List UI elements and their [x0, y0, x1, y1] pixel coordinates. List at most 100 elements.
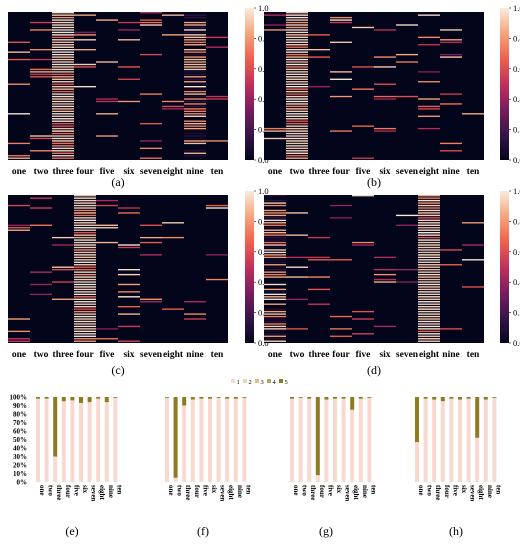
heatmap-column — [8, 41, 30, 159]
heatmap-cell — [286, 26, 308, 29]
heatmap-cell — [8, 113, 30, 115]
heatmap-cell — [52, 68, 74, 71]
heatmap-cell — [74, 217, 96, 219]
heatmap-cell — [286, 31, 308, 34]
heatmap-column — [140, 12, 162, 159]
x-tick-label: five — [72, 485, 80, 496]
heatmap-cell — [184, 135, 206, 137]
heatmap-cell — [374, 269, 396, 271]
heatmap-x-tick-label: eight — [419, 167, 440, 177]
heatmap-cell — [286, 76, 308, 78]
heatmap-cell — [264, 291, 286, 293]
heatmap-cell — [74, 244, 96, 246]
heatmap-column — [440, 29, 462, 152]
heatmap-cell — [162, 108, 184, 110]
heatmap-cell — [286, 115, 308, 117]
heatmap-cell — [96, 241, 118, 244]
legend-label: 4 — [273, 379, 277, 386]
heatmap-cell — [264, 212, 286, 214]
bar-segment-5 — [458, 397, 462, 400]
heatmap-cell — [264, 137, 286, 140]
heatmap-cell — [52, 58, 74, 61]
heatmap-cell — [140, 21, 162, 24]
heatmap-cell — [8, 157, 30, 159]
heatmap-cell — [184, 78, 206, 80]
heatmap-cell — [264, 273, 286, 276]
heatmap-cell — [264, 315, 286, 318]
heatmap-cell — [330, 217, 352, 219]
heatmap-cell — [418, 301, 440, 303]
heatmap-cell — [118, 29, 140, 31]
heatmap-column — [396, 214, 418, 283]
heatmap-cell — [184, 108, 206, 110]
heatmap-cell — [286, 137, 308, 140]
bar-segment-5 — [216, 397, 221, 398]
colorbar-tick-label: 0.8 — [513, 216, 520, 226]
heatmap-column — [162, 14, 184, 110]
panel-label: (b) — [367, 175, 381, 189]
bar-segment-5 — [165, 397, 169, 398]
heatmap-cell — [52, 100, 74, 103]
heatmap-x-tick-label: three — [53, 350, 74, 360]
heatmap-cell — [330, 95, 352, 98]
bar-segment-1 — [298, 397, 303, 482]
heatmap-cell — [264, 249, 286, 251]
heatmap-cell — [330, 204, 352, 207]
heatmap-cell — [418, 209, 440, 212]
heatmap-cell — [74, 227, 96, 229]
heatmap-x-tick-label: ten — [467, 350, 480, 360]
colorbar-tick-label: 1.0 — [513, 186, 520, 196]
stacked-bar-panels: 0%10%20%30%40%50%60%70%80%90%100%one two t… — [10, 394, 503, 539]
heatmap-cell — [140, 157, 162, 159]
colorbar-tick-label: 1.0 — [258, 3, 269, 13]
heatmap-cell — [184, 51, 206, 53]
heatmap-cell — [264, 335, 286, 337]
heatmap-cell — [52, 66, 74, 68]
heatmap-cell — [184, 152, 206, 154]
heatmap-cell — [184, 120, 206, 122]
heatmap-cell — [308, 259, 330, 261]
heatmap-cell — [206, 140, 228, 142]
bar-segment-5 — [298, 397, 303, 398]
heatmap-cell — [286, 56, 308, 58]
heatmap-cell — [30, 137, 52, 140]
colorbar — [500, 191, 509, 343]
heatmap-panel-1: one two three four five six seven eight nine ten 0… — [8, 3, 269, 189]
y-tick-label: 60% — [13, 428, 27, 436]
heatmap-cell — [308, 236, 330, 239]
heatmap-cell — [162, 100, 184, 103]
heatmap-x-tick-label: six — [123, 350, 134, 360]
bar-segment-5 — [307, 397, 312, 399]
heatmap-column — [140, 224, 162, 303]
heatmap-cell — [52, 103, 74, 105]
heatmap-cell — [396, 214, 418, 217]
heatmap-cell — [418, 281, 440, 283]
heatmap-cell — [30, 73, 52, 76]
heatmap-column — [462, 222, 484, 288]
heatmap-cell — [74, 338, 96, 340]
heatmap-cell — [74, 222, 96, 224]
heatmap-cell — [74, 325, 96, 328]
heatmap-cell — [374, 278, 396, 281]
heatmap-cell — [74, 209, 96, 212]
heatmap-cell — [52, 147, 74, 150]
bar-segment-5 — [466, 397, 471, 399]
bar-segment-1 — [350, 409, 355, 482]
heatmap-cell — [184, 115, 206, 117]
x-tick-label: nine — [486, 485, 494, 498]
heatmap-cell — [74, 308, 96, 310]
heatmap-cell — [418, 303, 440, 305]
heatmap-cell — [396, 269, 418, 271]
heatmap-cell — [286, 328, 308, 330]
heatmap-cell — [74, 204, 96, 207]
heatmap-cell — [286, 152, 308, 154]
heatmap-cell — [52, 95, 74, 98]
heatmap-cell — [8, 318, 30, 320]
bar-segment-1 — [104, 402, 109, 482]
heatmap-x-tick-label: one — [268, 350, 282, 360]
x-tick-label: three — [184, 485, 192, 500]
heatmap-cell — [418, 276, 440, 278]
heatmap-cell — [140, 224, 162, 226]
heatmap-cell — [74, 49, 96, 51]
heatmap-cell — [352, 244, 374, 246]
